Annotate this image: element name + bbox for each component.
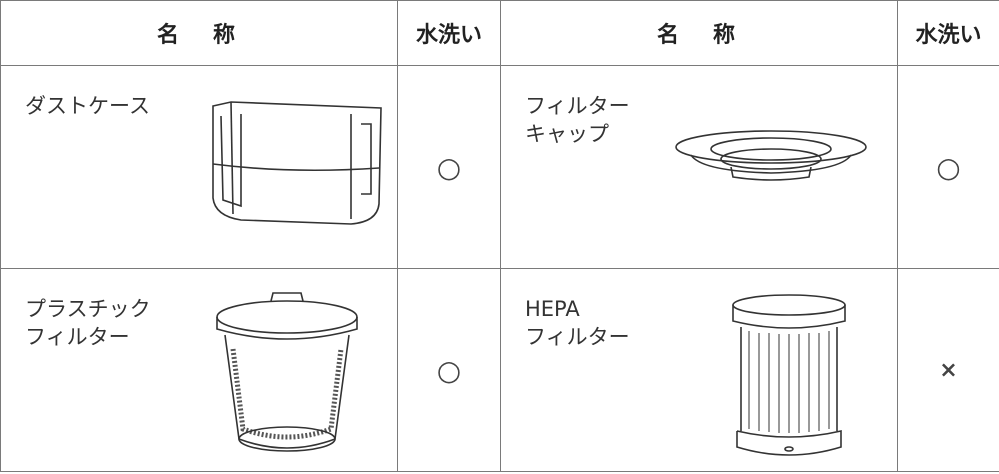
name-line: フィルター <box>525 94 630 118</box>
item-name: プラスチック フィルター <box>25 295 151 351</box>
plastic-filter-illustration <box>216 292 358 452</box>
wash-mark: ○ <box>397 65 501 269</box>
wash-mark: ○ <box>897 65 999 269</box>
header-wash: 水洗い <box>897 0 999 66</box>
name-line: HEPA <box>525 297 580 321</box>
wash-mark: ○ <box>397 268 501 472</box>
item-name: HEPA フィルター <box>525 295 630 351</box>
wash-mark: × <box>897 268 999 472</box>
name-line: フィルター <box>25 325 130 349</box>
name-line: フィルター <box>525 325 630 349</box>
item-name: ダストケース <box>25 92 150 120</box>
row: プラスチック フィルター ○ HEPA フィルター × <box>0 268 999 472</box>
header-wash: 水洗い <box>397 0 501 66</box>
row: ダストケース ○ フィルターキャップ ○ <box>0 65 999 269</box>
item-cell: ダストケース <box>0 65 398 269</box>
item-cell: HEPA フィルター <box>500 268 898 472</box>
filter-cap-illustration <box>675 130 867 181</box>
dust-case-illustration <box>212 101 382 225</box>
hepa-filter-illustration <box>732 294 846 456</box>
item-cell: フィルター キャップ <box>500 65 898 269</box>
name-line: プラスチック <box>25 297 151 321</box>
header-row: 名 称 水洗い 名 称 水洗い <box>0 0 999 66</box>
name-line: キャップ <box>525 122 609 146</box>
header-name: 名 称 <box>0 0 398 66</box>
item-cell: プラスチック フィルター <box>0 268 398 472</box>
item-name: フィルター キャップ <box>525 92 630 148</box>
name-line: ダストケース <box>25 94 150 118</box>
header-name: 名 称 <box>500 0 898 66</box>
